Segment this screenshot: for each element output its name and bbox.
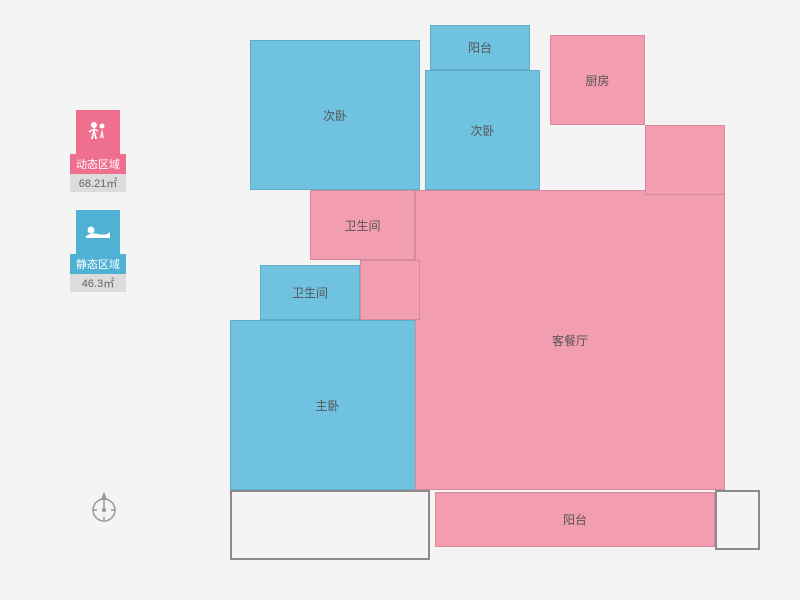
compass-icon: [90, 490, 118, 529]
legend-dynamic: 动态区域 68.21㎡: [70, 110, 126, 192]
legend-dynamic-label: 动态区域: [70, 154, 126, 174]
room-label-living: 客餐厅: [552, 332, 588, 349]
room-bath-upper: 卫生间: [310, 190, 415, 260]
room-label-balcony-top: 阳台: [468, 39, 492, 56]
room-entry: [645, 125, 725, 195]
legend-static: 静态区域 46.3㎡: [70, 210, 126, 292]
room-label-kitchen: 厨房: [585, 72, 609, 89]
room-master: 主卧: [230, 320, 425, 490]
room-balcony-top: 阳台: [430, 25, 530, 70]
room-label-bedroom2-left: 次卧: [323, 107, 347, 124]
outline-1: [715, 490, 760, 550]
legend-static-value: 46.3㎡: [70, 274, 126, 292]
room-label-bath-upper: 卫生间: [344, 217, 380, 234]
room-balcony-bottom: 阳台: [435, 492, 715, 547]
outline-0: [230, 490, 430, 560]
room-label-balcony-bottom: 阳台: [563, 511, 587, 528]
room-kitchen: 厨房: [550, 35, 645, 125]
room-bath-lower: 卫生间: [260, 265, 360, 320]
legend-dynamic-value: 68.21㎡: [70, 174, 126, 192]
room-label-bath-lower: 卫生间: [292, 284, 328, 301]
floorplan: 阳台厨房次卧次卧卫生间卫生间主卧客餐厅阳台: [230, 20, 765, 580]
room-bedroom2-right: 次卧: [425, 70, 540, 190]
room-label-bedroom2-right: 次卧: [470, 122, 494, 139]
room-bedroom2-left: 次卧: [250, 40, 420, 190]
room-label-master: 主卧: [315, 397, 339, 414]
room-corridor: [360, 260, 420, 320]
people-icon: [76, 110, 120, 154]
room-living: 客餐厅: [415, 190, 725, 490]
legend-static-label: 静态区域: [70, 254, 126, 274]
sleep-icon: [76, 210, 120, 254]
legend: 动态区域 68.21㎡ 静态区域 46.3㎡: [70, 110, 126, 310]
